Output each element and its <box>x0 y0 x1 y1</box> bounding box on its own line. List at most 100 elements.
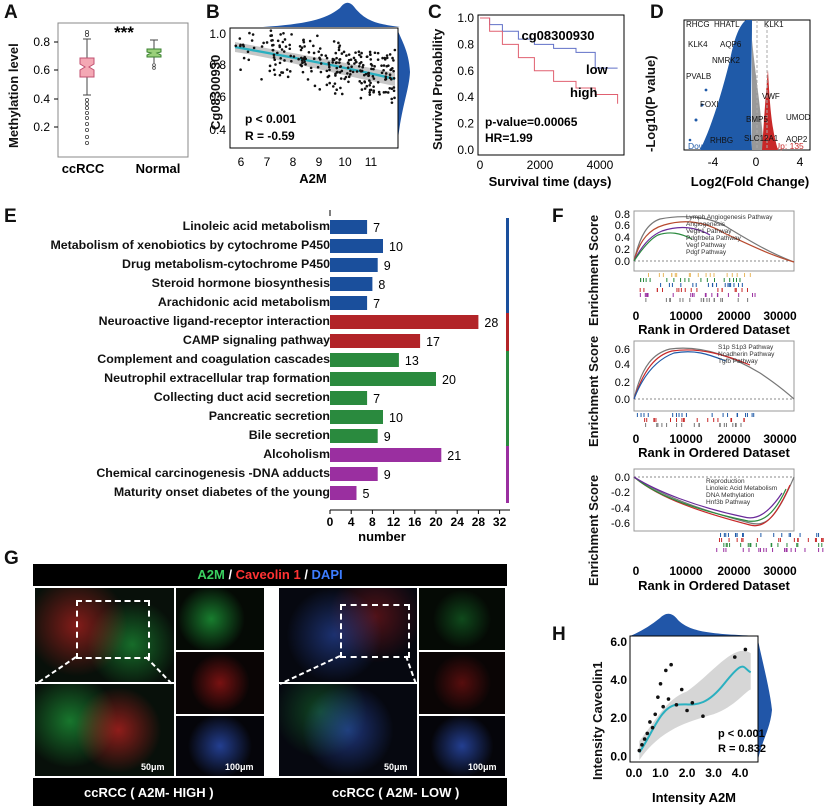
b-point <box>272 53 276 57</box>
g-title-sep: / <box>300 567 312 582</box>
b-point <box>278 73 282 77</box>
e-bar-value: 20 <box>442 373 456 387</box>
b-point <box>337 48 341 52</box>
scale-100um-high: 100μm <box>225 762 254 772</box>
e-xtick: 8 <box>369 515 376 529</box>
c-legend-high: high <box>570 85 597 100</box>
b-point <box>328 68 331 72</box>
gene-label: NMRK2 <box>712 56 741 65</box>
svg-text:Rank in Ordered Dataset: Rank in Ordered Dataset <box>638 322 790 337</box>
b-point <box>372 89 376 93</box>
b-point <box>370 67 373 71</box>
b-point <box>385 56 389 60</box>
gene-label: KLK1 <box>764 20 784 29</box>
e-xtick: 12 <box>387 515 401 529</box>
b-point <box>392 69 395 73</box>
e-group-marker <box>506 446 509 465</box>
e-bar <box>330 429 378 443</box>
e-category-label: Metabolism of xenobiotics by cytochrome … <box>50 238 330 252</box>
b-point <box>378 92 381 96</box>
a-ytick: 0.4 <box>33 92 50 106</box>
b-point <box>290 33 293 36</box>
b-point <box>239 68 242 72</box>
b-point <box>271 38 274 42</box>
b-point <box>335 66 339 70</box>
b-point <box>336 70 339 74</box>
panel-h-label: H <box>552 624 566 645</box>
b-point <box>359 96 363 100</box>
b-point <box>353 62 356 65</box>
b-point <box>239 44 242 48</box>
e-category-label: Bile secretion <box>248 428 330 442</box>
b-point <box>339 77 343 80</box>
h-point <box>674 702 679 707</box>
b-point <box>334 51 338 55</box>
h-xtick: 2.0 <box>679 766 696 780</box>
e-group-marker <box>506 370 509 389</box>
b-point <box>391 56 394 60</box>
b-point <box>385 64 389 68</box>
b-point <box>312 57 316 61</box>
b-point <box>276 51 279 55</box>
b-point <box>300 46 304 50</box>
h-point <box>701 714 705 719</box>
svg-text:9: 9 <box>316 155 323 169</box>
e-bar <box>330 315 479 329</box>
b-point <box>325 83 329 87</box>
b-point <box>335 61 338 64</box>
h-point <box>656 695 660 699</box>
svg-text:Reproduction: Reproduction <box>706 478 745 485</box>
h-point <box>732 655 737 659</box>
e-group-marker <box>506 294 509 313</box>
b-point <box>298 44 302 48</box>
b-point <box>269 29 273 32</box>
e-bar-value: 10 <box>389 411 403 425</box>
e-category-label: Maturity onset diabetes of the young <box>113 485 330 499</box>
a-significance: *** <box>114 23 134 42</box>
b-point <box>368 93 372 96</box>
micro-low-merge-top <box>279 588 417 682</box>
b-point <box>372 67 375 71</box>
b-point <box>279 56 282 60</box>
b-point <box>367 74 371 77</box>
b-point <box>268 69 272 73</box>
b-point <box>320 53 323 57</box>
b-point <box>363 80 367 84</box>
e-bar <box>330 353 399 367</box>
b-point <box>299 48 303 52</box>
b-point <box>390 97 394 101</box>
e-bar <box>330 239 383 253</box>
b-point <box>365 55 369 59</box>
b-point <box>373 51 377 55</box>
b-point <box>368 83 372 87</box>
c-legend-low: low <box>586 62 609 77</box>
svg-text:0: 0 <box>753 155 760 169</box>
e-group-marker <box>506 389 509 408</box>
g-title-a2m: A2M <box>197 567 225 582</box>
svg-text:Vegfr1 Pathway: Vegfr1 Pathway <box>686 228 732 235</box>
svg-text:10: 10 <box>338 155 352 169</box>
b-point <box>335 56 338 60</box>
zoom-box-high <box>76 600 150 659</box>
b-point <box>288 70 292 73</box>
b-point <box>343 77 346 81</box>
b-point <box>247 58 251 62</box>
b-point <box>389 68 393 71</box>
h-stat-p: p < 0.001 <box>718 728 765 740</box>
micro-high-merge-zoom <box>35 684 174 776</box>
svg-text:30000: 30000 <box>763 564 797 578</box>
e-xtick: 16 <box>408 515 422 529</box>
h-point <box>685 708 689 713</box>
b-point <box>368 52 372 56</box>
b-point <box>262 41 265 45</box>
b-point <box>371 75 375 78</box>
b-point <box>392 76 396 80</box>
h-point <box>679 687 684 692</box>
b-point <box>358 53 361 57</box>
e-category-label: Neutrophil extracellular trap formation <box>104 371 330 385</box>
b-point <box>273 73 277 76</box>
b-point <box>268 64 272 68</box>
box-normal <box>146 39 162 70</box>
e-bar-value: 9 <box>384 259 391 273</box>
